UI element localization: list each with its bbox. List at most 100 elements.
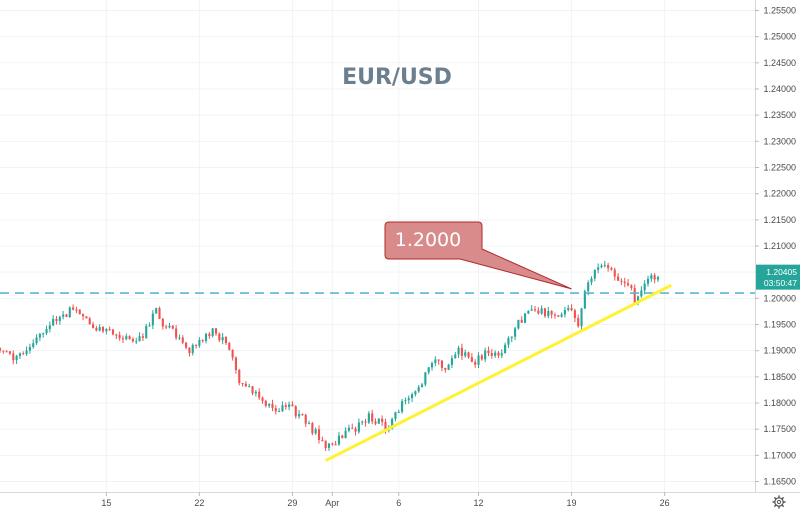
candle-down (91, 321, 95, 329)
candle-body (417, 387, 420, 392)
candle-body (25, 350, 28, 355)
price-axis[interactable]: 1.25500 1.25000 1.24500 1.24000 1.23500 1.230… (755, 5, 796, 487)
candle-down (95, 325, 98, 332)
candle-down (553, 312, 557, 319)
candle-up (298, 409, 301, 419)
trendline[interactable] (324, 283, 672, 462)
x-tick-label: 29 (287, 498, 297, 508)
candle-body (91, 324, 95, 329)
candle-body (514, 328, 517, 337)
candle-body (75, 309, 78, 311)
candle-down (214, 328, 218, 336)
y-tick-label: 1.20000 (763, 293, 796, 303)
candle-up (656, 275, 660, 283)
candle-down (474, 359, 477, 368)
candle-body (258, 391, 261, 398)
candle-down (334, 440, 337, 446)
candle-down (301, 413, 304, 416)
candle-up (597, 263, 600, 274)
candle-up (48, 321, 51, 333)
y-tick-label: 1.16500 (763, 477, 796, 487)
candle-body (520, 319, 523, 323)
y-tick-label: 1.24000 (763, 84, 796, 94)
price-callout[interactable]: 1.2000 (384, 221, 572, 290)
candle-body (135, 341, 138, 343)
candle-body (377, 418, 380, 424)
candle-body (450, 358, 453, 365)
candle-up (504, 342, 507, 354)
candle-down (8, 351, 12, 356)
candle-down (264, 399, 267, 408)
callout-shape (384, 221, 572, 290)
candle-body (175, 328, 178, 338)
y-tick-label: 1.21000 (763, 241, 796, 251)
candle-body (238, 370, 241, 384)
candle-body (32, 343, 35, 348)
candle-body (65, 314, 68, 317)
candle-up (514, 326, 517, 341)
candle-body (148, 325, 151, 327)
candle-body (294, 406, 297, 417)
candle-up (580, 307, 583, 331)
candle-down (0, 347, 2, 353)
time-axis[interactable]: 15 22 29 Apr 6 12 19 26 (101, 492, 670, 508)
y-tick-label: 1.22500 (763, 162, 796, 172)
candle-body (311, 423, 314, 434)
candle-body (72, 307, 75, 310)
candle-down (570, 304, 573, 312)
candle-up (98, 324, 101, 332)
candle-up (254, 389, 257, 397)
candle-up (125, 333, 128, 341)
candle-body (384, 422, 387, 431)
candle-body (553, 314, 557, 316)
candle-up (593, 269, 596, 282)
gear-icon[interactable] (772, 495, 786, 509)
candle-down (311, 421, 314, 436)
candle-body (191, 344, 194, 354)
candle-body (327, 443, 331, 448)
candle-down (65, 313, 68, 318)
candle-body (101, 327, 105, 332)
candle-down (630, 284, 633, 291)
candle-up (135, 337, 138, 344)
candle-body (357, 422, 360, 432)
candle-up (377, 418, 380, 424)
candle-body (474, 361, 477, 365)
candle-body (138, 336, 141, 342)
candle-up (357, 418, 360, 434)
candle-down (437, 359, 440, 365)
candle-down (321, 436, 324, 442)
candle-body (543, 308, 547, 317)
candle-up (281, 401, 284, 412)
candle-body (391, 418, 394, 429)
candle-body (28, 347, 31, 351)
candle-down (324, 440, 327, 451)
candle-body (504, 344, 507, 354)
candle-body (214, 328, 218, 334)
candle-up (643, 280, 646, 295)
y-tick-label: 1.25000 (763, 32, 796, 42)
candle-up (52, 315, 55, 327)
x-tick-label: 26 (660, 498, 670, 508)
candle-up (45, 325, 48, 336)
candle-body (530, 309, 533, 311)
candle-down (284, 402, 287, 410)
candle-body (636, 296, 640, 303)
candle-up (367, 411, 370, 424)
candle-down (234, 356, 237, 374)
candle-up (394, 411, 397, 422)
candle-up (530, 305, 533, 311)
candle-up (507, 336, 510, 349)
candle-up (464, 349, 467, 358)
candle-body (95, 328, 98, 331)
candle-down (364, 418, 367, 427)
current-price-value: 1.20405 (766, 267, 797, 277)
candle-up (583, 289, 586, 310)
candle-up (15, 354, 18, 365)
candle-down (128, 335, 131, 340)
candle-up (191, 343, 194, 356)
y-tick-label: 1.23500 (763, 110, 796, 120)
candle-down (520, 316, 523, 323)
candle-body (321, 440, 324, 442)
